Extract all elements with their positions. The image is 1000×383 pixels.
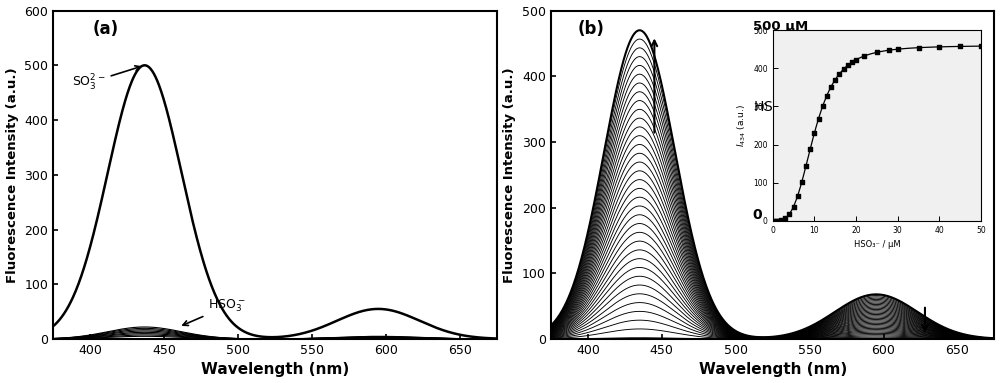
- Text: (b): (b): [578, 20, 604, 38]
- X-axis label: Wavelength (nm): Wavelength (nm): [699, 362, 847, 377]
- Text: $\rm HSO_3^-$: $\rm HSO_3^-$: [753, 99, 794, 117]
- Y-axis label: Fluorescence Intensity (a.u.): Fluorescence Intensity (a.u.): [503, 67, 516, 283]
- X-axis label: Wavelength (nm): Wavelength (nm): [201, 362, 349, 377]
- Text: 500 μM: 500 μM: [753, 20, 808, 33]
- Text: (a): (a): [93, 20, 119, 38]
- Text: $\rm SO_3^{2-}$: $\rm SO_3^{2-}$: [72, 66, 140, 93]
- Text: 0: 0: [753, 208, 762, 222]
- Y-axis label: Fluorescence Intensity (a.u.): Fluorescence Intensity (a.u.): [6, 67, 19, 283]
- Text: $\rm HSO_3^-$: $\rm HSO_3^-$: [183, 298, 246, 326]
